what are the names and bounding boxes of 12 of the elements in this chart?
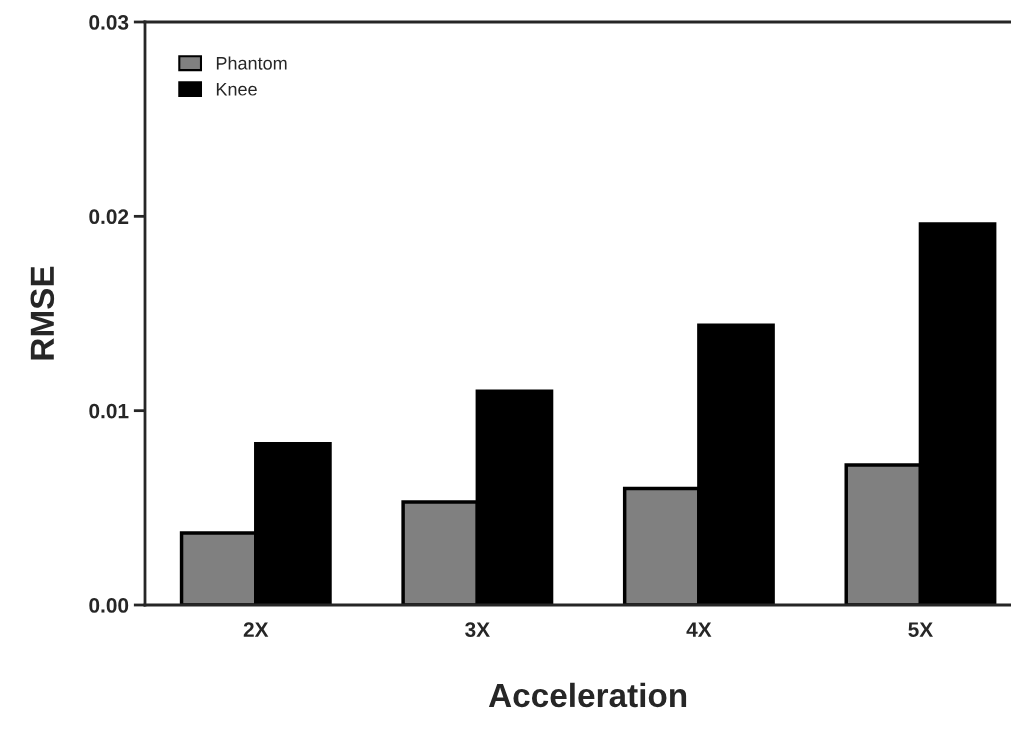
y-axis-title: RMSE (30, 266, 55, 360)
x-axis-title: Acceleration (488, 682, 687, 708)
y-tick-label: 0.00 (89, 598, 129, 613)
x-tick-label: 4X (686, 622, 712, 637)
legend-label: Knee (216, 83, 257, 96)
y-tick-label: 0.01 (89, 403, 129, 419)
x-tick-label: 5X (908, 622, 933, 637)
x-tick-label: 2X (243, 622, 269, 637)
legend-label: Phantom (216, 56, 287, 70)
y-tick-label: 0.03 (89, 15, 129, 30)
x-tick-label: 3X (465, 622, 490, 637)
y-tick-label: 0.02 (89, 209, 129, 225)
